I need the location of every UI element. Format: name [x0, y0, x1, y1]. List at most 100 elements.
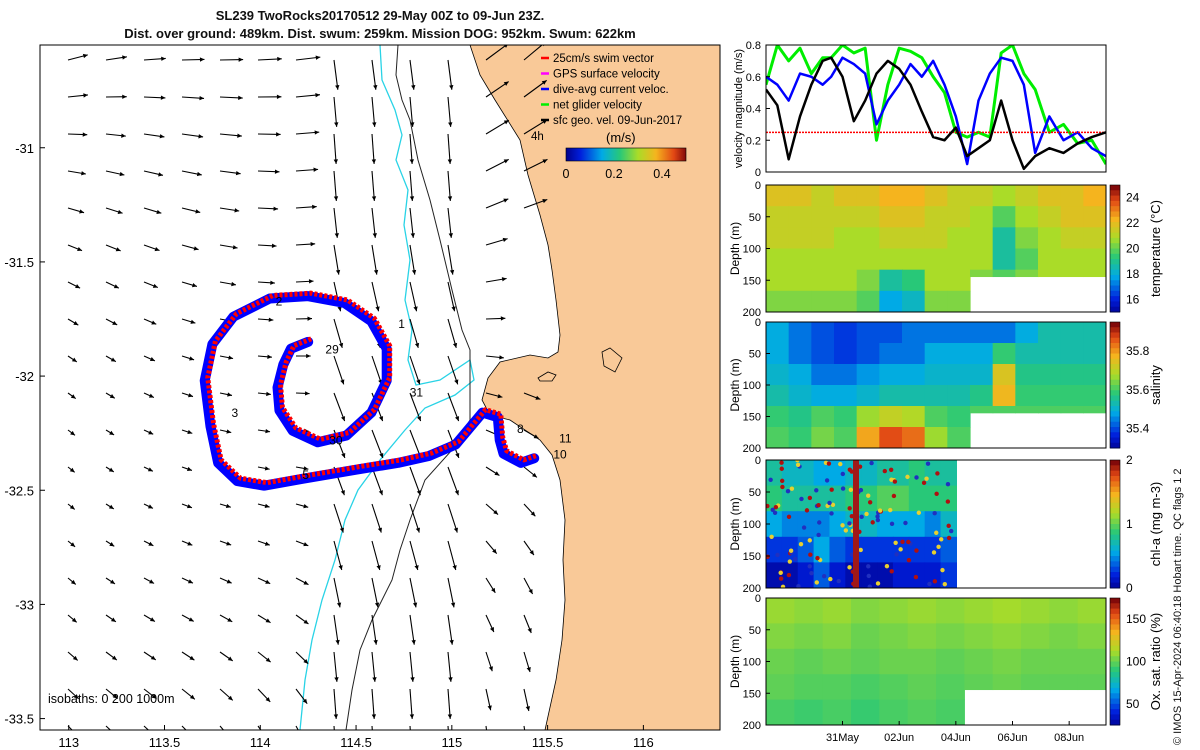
vector-shaft-187: [409, 651, 414, 682]
chlorophyll-cell-4-3: [813, 562, 831, 588]
vector-shaft-183: [409, 503, 420, 533]
vector-head-69: [186, 504, 192, 509]
vector-shaft-166: [371, 577, 379, 608]
chl-dot-87: [913, 574, 919, 580]
temperature-cell-5-1: [788, 290, 812, 312]
temperature-cell-2-2: [811, 227, 835, 250]
salinity-colorbar-step-20: [1110, 427, 1120, 433]
vector-shaft-149: [333, 651, 338, 682]
chl-dot-1: [785, 489, 791, 494]
vector-head-26: [112, 320, 118, 325]
vector-head-162: [379, 452, 384, 458]
vector-head-141: [340, 379, 345, 385]
oxygen-colorbar-step-15: [1110, 677, 1120, 684]
vector-head-61: [195, 209, 201, 214]
vector-head-183: [415, 527, 420, 533]
chlorophyll-cell-1-9: [908, 485, 926, 512]
map-ytick-label-5: -33.5: [4, 712, 34, 727]
vector-head-22: [119, 171, 125, 177]
salinity-cell-1-14: [1083, 343, 1106, 365]
salinity-cell-3-1: [788, 385, 812, 407]
oxygen-cell-1-7: [964, 623, 994, 650]
oxygen-cell-3-3: [851, 674, 880, 701]
temperature-cell-1-11: [1015, 206, 1039, 228]
temperature-cell-1-8: [947, 206, 971, 228]
temperature-cell-5-6: [902, 290, 926, 312]
oxygen-colorbar-frame: [1109, 597, 1121, 726]
vector-head-39: [160, 95, 166, 100]
salinity-cell-1-0: [766, 343, 790, 365]
chlorophyll-colorbar-step-9: [1110, 508, 1120, 514]
vector-shaft-191: [447, 96, 452, 127]
chlorophyll-colorbar-step-16: [1110, 545, 1120, 552]
vector-head-81: [232, 245, 238, 250]
vector-head-32: [109, 542, 115, 547]
temperature-cell-3-7: [924, 248, 948, 271]
isobath-1000m: [345, 45, 471, 730]
vector-head-35: [111, 655, 117, 661]
chlorophyll-cell-2-10: [924, 511, 942, 538]
vector-head-14: [70, 579, 76, 585]
vector-shaft-142: [333, 392, 346, 422]
chlorophyll-colorbar-step-11: [1110, 518, 1120, 525]
temperature-cell-0-2: [811, 185, 835, 207]
oxygen-cell-2-8: [992, 648, 1022, 675]
temperature-colorbar-step-9: [1110, 232, 1120, 239]
chl-dot-98: [889, 477, 894, 482]
vector-head-133: [335, 85, 340, 90]
oxygen-cell-4-6: [936, 699, 965, 725]
temperature-colorbar-step-19: [1110, 285, 1120, 292]
vector-head-121: [307, 316, 313, 321]
chl-dot-6: [888, 467, 894, 473]
temperature-cell-1-3: [834, 206, 858, 228]
vector-shaft-179: [409, 355, 421, 385]
chl-dot-44: [814, 580, 819, 585]
vector-head-25: [113, 284, 119, 289]
temperature-colorbar-step-5: [1110, 211, 1120, 218]
temperature-colorbar-step-6: [1110, 216, 1120, 223]
salinity-cell-2-4: [856, 364, 880, 386]
chlorophyll-colorbar-step-21: [1110, 572, 1120, 578]
vector-head-37: [113, 733, 118, 738]
chart-title-line2: Dist. over ground: 489km. Dist. swum: 25…: [124, 26, 636, 41]
isobath-label: isobaths: 0 200 1000m: [48, 692, 174, 706]
vector-head-76: [238, 57, 244, 62]
vector-head-190: [449, 85, 454, 90]
salinity-cell-3-2: [811, 385, 835, 407]
velocity-ytick-label-3: 0.6: [746, 72, 761, 84]
chl-dot-11: [942, 581, 948, 587]
chl-dot-82: [889, 521, 895, 527]
vector-head-95: [277, 56, 282, 62]
vector-head-110: [265, 618, 271, 623]
vector-head-167: [373, 639, 378, 645]
vector-head-143: [341, 452, 346, 458]
temperature-cell-1-7: [924, 206, 948, 228]
vector-head-45: [151, 320, 157, 325]
vector-head-43: [154, 246, 160, 252]
chl-dot-90: [847, 467, 853, 472]
vector-head-239: [527, 627, 532, 633]
salinity-cell-3-0: [766, 385, 790, 407]
map-corner-label: 4h: [531, 131, 544, 143]
salinity-cell-2-5: [879, 364, 903, 386]
vector-head-48: [148, 430, 154, 435]
oxygen-cell-3-10: [1049, 674, 1079, 691]
temperature-cell-5-5: [879, 290, 903, 312]
temperature-cell-2-14: [1083, 227, 1106, 250]
chl-dot-92: [888, 507, 893, 513]
vector-head-168: [372, 677, 377, 682]
vector-head-201: [454, 490, 459, 496]
vector-head-27: [110, 357, 116, 362]
map-xtick-label-2: 114: [250, 735, 271, 750]
vector-head-73: [189, 655, 195, 661]
temperature-colorbar-step-4: [1110, 206, 1120, 212]
chl-dot-110: [934, 530, 939, 535]
chl-dot-81: [786, 572, 792, 578]
oxygen-cell-3-9: [1021, 674, 1050, 691]
vector-head-144: [340, 490, 345, 496]
vector-shaft-193: [447, 170, 451, 201]
salinity-cell-5-7: [924, 427, 948, 448]
oxygen-cell-0-8: [992, 598, 1022, 624]
vector-head-235: [532, 472, 537, 478]
oxygen-ytick-label-4: 200: [743, 720, 761, 732]
